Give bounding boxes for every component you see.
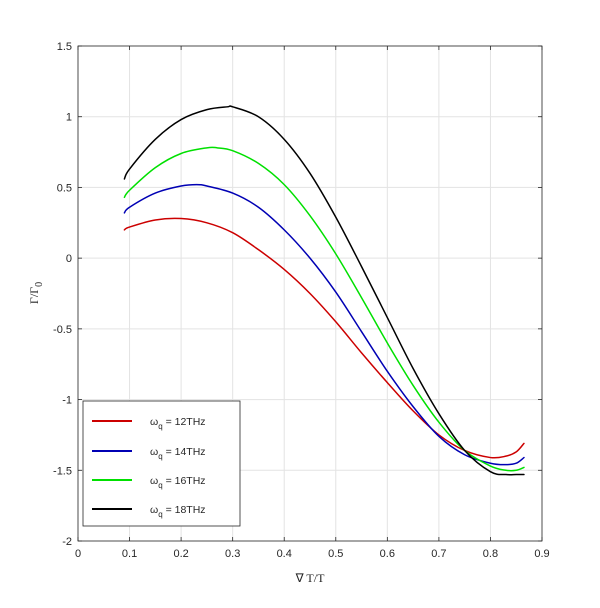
series-lines — [123, 105, 525, 476]
legend-label-4: ωq = 18THz — [150, 504, 206, 519]
x-tick-label: 0.5 — [328, 548, 343, 560]
y-tick-label: 0 — [66, 253, 72, 265]
x-tick-label: 0.9 — [534, 548, 549, 560]
x-tick-label: 0.2 — [173, 548, 188, 560]
y-axis-ticks: -2 -1.5 -1 -0.5 0 0.5 1 1.5 — [53, 41, 542, 548]
x-tick-label: 0.3 — [225, 548, 240, 560]
y-tick-label: 1 — [66, 112, 72, 124]
series-line-4 — [123, 105, 525, 476]
x-tick-label: 0.4 — [277, 548, 292, 560]
y-axis-label-main: Γ/Γ — [27, 287, 41, 304]
series-line-2 — [123, 183, 525, 466]
x-tick-label: 0.1 — [122, 548, 137, 560]
y-axis-label: Γ/Γ0 — [27, 282, 45, 304]
plot-area-border — [77, 45, 543, 542]
legend-label-2: ωq = 14THz — [150, 446, 206, 461]
legend-box — [82, 400, 241, 527]
series-line-1 — [123, 217, 525, 459]
y-axis-label-subscript: 0 — [34, 282, 45, 287]
legend-label-1: ωq = 12THz — [150, 416, 206, 431]
x-axis-ticks: 0 0.1 0.2 0.3 0.4 0.5 0.6 0.7 0.8 0.9 — [75, 46, 550, 560]
legend-items: ωq = 12THz ωq = 14THz ωq = 16THz ωq = 18THz — [92, 416, 206, 519]
y-tick-label: -2 — [62, 536, 72, 548]
series-line-3 — [123, 146, 525, 472]
x-axis-label: ∇ T/T — [295, 571, 325, 585]
x-tick-label: 0.7 — [431, 548, 446, 560]
y-tick-label: -1.5 — [53, 465, 72, 477]
y-tick-label: -1 — [62, 395, 72, 407]
y-tick-label: 1.5 — [57, 41, 72, 53]
x-tick-label: 0.8 — [483, 548, 498, 560]
y-tick-label: -0.5 — [53, 324, 72, 336]
x-tick-label: 0 — [75, 548, 81, 560]
x-tick-label: 0.6 — [380, 548, 395, 560]
legend-label-3: ωq = 16THz — [150, 475, 206, 490]
legend: ωq = 12THz ωq = 14THz ωq = 16THz ωq = 18THz — [82, 400, 241, 527]
y-tick-label: 0.5 — [57, 182, 72, 194]
